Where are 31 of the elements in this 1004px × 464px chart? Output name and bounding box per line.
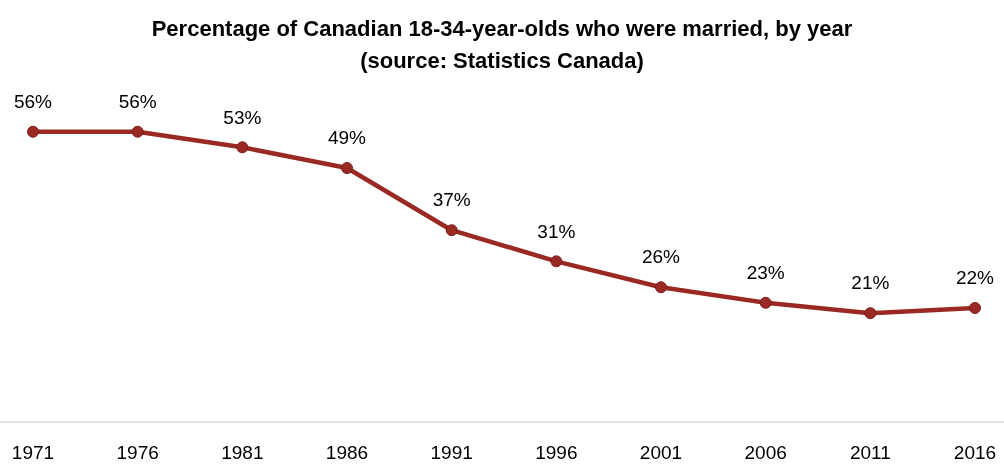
point — [27, 125, 39, 138]
x-tick-label: 1976 — [116, 441, 159, 463]
x-tick-label: 1981 — [221, 441, 264, 463]
data-label: 53% — [223, 106, 262, 128]
x-tick-label: 1996 — [535, 441, 578, 463]
data-label: 56% — [118, 90, 157, 112]
data-label: 26% — [641, 246, 681, 268]
data-label: 31% — [537, 220, 576, 242]
point — [655, 281, 667, 294]
data-label: 56% — [13, 90, 53, 112]
data-label: 22% — [955, 267, 995, 289]
data-label: 21% — [851, 272, 890, 294]
x-tick-label: 2011 — [849, 441, 891, 463]
point — [341, 162, 353, 175]
chart-title: Percentage of Canadian 18-34-year-olds who were married, by year (source: Statistics Canada) — [150, 15, 854, 75]
data-label: 23% — [746, 262, 785, 284]
point — [864, 307, 877, 320]
x-tick-label: 1971 — [11, 441, 55, 463]
x-tick-label: 1991 — [430, 441, 473, 463]
point — [236, 141, 249, 154]
x-tick-label: 2006 — [744, 441, 787, 463]
point — [131, 125, 144, 138]
x-tick-label: 2016 — [953, 441, 997, 463]
x-tick-label: 2001 — [639, 441, 683, 463]
data-label: 37% — [432, 189, 471, 211]
point — [550, 255, 563, 268]
data-label: 49% — [327, 127, 367, 149]
point — [445, 224, 458, 237]
x-tick-label: 1986 — [325, 441, 369, 463]
point — [969, 301, 981, 314]
point — [759, 296, 772, 309]
